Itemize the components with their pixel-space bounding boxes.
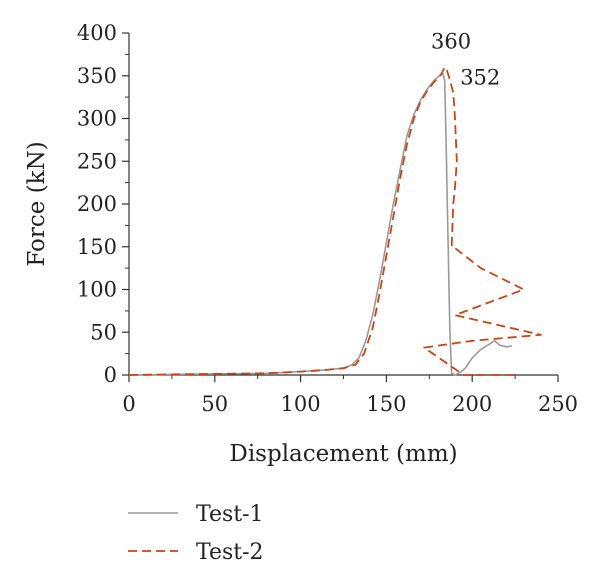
axes: 0 50 100 150 200 250 300 350 400 0 50 100 150 200 250 [77, 21, 578, 416]
y-tick-label: 300 [77, 107, 117, 131]
y-axis-title: Force (kN) [24, 141, 50, 266]
x-tick-label: 200 [452, 392, 492, 416]
x-axis-ticks: 0 50 100 150 200 250 [122, 375, 578, 416]
y-tick-label: 400 [77, 21, 117, 45]
y-tick-label: 50 [90, 320, 117, 344]
x-tick-label: 250 [538, 392, 578, 416]
plot-annotations: 360 352 [431, 29, 500, 89]
y-tick-label: 0 [104, 363, 117, 387]
legend-label: Test-1 [196, 502, 264, 527]
peak-annotation: 352 [460, 65, 500, 89]
plot-series [128, 66, 542, 376]
y-tick-label: 200 [77, 192, 117, 216]
y-tick-label: 150 [77, 235, 117, 259]
legend: Test-1 Test-2 [128, 502, 264, 565]
x-tick-label: 0 [122, 392, 135, 416]
peak-annotation: 360 [431, 29, 471, 53]
y-axis-ticks: 0 50 100 150 200 250 300 350 400 [77, 21, 129, 387]
legend-label: Test-2 [196, 540, 264, 565]
x-tick-label: 150 [366, 392, 406, 416]
x-tick-label: 100 [281, 392, 321, 416]
y-tick-label: 100 [77, 278, 117, 302]
x-axis-title: Displacement (mm) [229, 441, 457, 467]
y-tick-label: 350 [77, 64, 117, 88]
series-line-test-2 [128, 66, 542, 376]
y-tick-label: 250 [77, 149, 117, 173]
x-tick-label: 50 [201, 392, 228, 416]
